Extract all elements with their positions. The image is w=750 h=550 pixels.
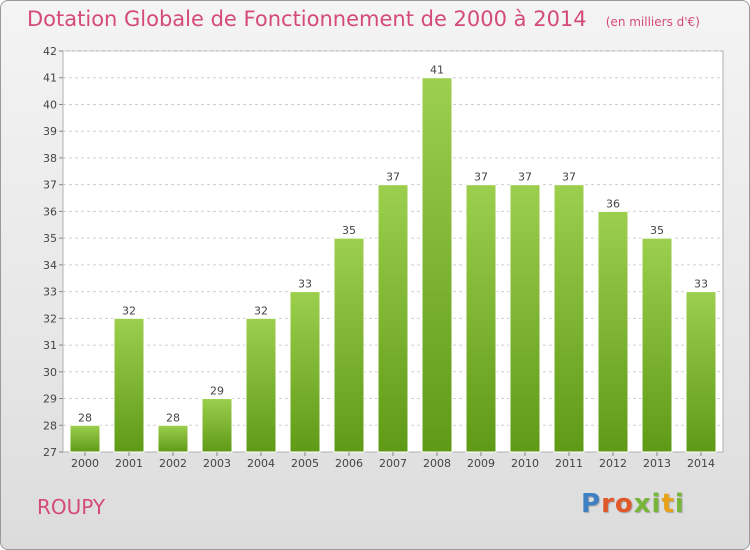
bar bbox=[465, 184, 497, 453]
logo-letter: r bbox=[601, 489, 615, 519]
value-label: 32 bbox=[122, 304, 136, 317]
y-tick-label: 33 bbox=[43, 286, 57, 299]
logo-letter: x bbox=[633, 489, 652, 519]
x-tick-label: 2000 bbox=[71, 457, 99, 470]
value-labels: 28 32 28 29 32 33 35 37 41 37 37 37 36 35 33 bbox=[78, 64, 708, 425]
y-tick-label: 42 bbox=[43, 45, 57, 58]
x-tick-label: 2007 bbox=[379, 457, 407, 470]
y-tick-label: 30 bbox=[43, 366, 57, 379]
x-tick-label: 2008 bbox=[423, 457, 451, 470]
y-tick-label: 34 bbox=[43, 259, 57, 272]
y-axis-labels: 27 28 29 30 31 32 33 34 35 36 37 38 39 40 41 42 bbox=[43, 45, 57, 459]
commune-name: ROUPY bbox=[37, 495, 106, 519]
bars bbox=[69, 77, 717, 456]
x-tick-label: 2010 bbox=[511, 457, 539, 470]
x-tick-label: 2005 bbox=[291, 457, 319, 470]
y-tick-label: 39 bbox=[43, 125, 57, 138]
value-label: 28 bbox=[166, 411, 180, 424]
value-label: 37 bbox=[474, 171, 488, 184]
logo-letter: P bbox=[581, 489, 602, 519]
x-tick-label: 2006 bbox=[335, 457, 363, 470]
logo-letter: o bbox=[614, 489, 634, 519]
bar bbox=[597, 210, 629, 453]
value-label: 28 bbox=[78, 411, 92, 424]
bar bbox=[245, 317, 277, 453]
bar bbox=[333, 237, 365, 453]
value-label: 29 bbox=[210, 385, 224, 398]
value-label: 35 bbox=[342, 224, 356, 237]
x-tick-label: 2013 bbox=[643, 457, 671, 470]
value-label: 37 bbox=[562, 171, 576, 184]
y-tick-label: 27 bbox=[43, 446, 57, 459]
bar bbox=[421, 77, 453, 453]
logo-letter: i bbox=[651, 489, 662, 519]
x-axis-labels: 2000 2001 2002 2003 2004 2005 2006 2007 2008 2009… bbox=[71, 457, 715, 470]
y-tick-label: 28 bbox=[43, 419, 57, 432]
chart-unit: (en milliers d'€) bbox=[605, 15, 700, 29]
value-label: 33 bbox=[298, 278, 312, 291]
y-tick-label: 32 bbox=[43, 312, 57, 325]
y-tick-label: 38 bbox=[43, 152, 57, 165]
value-label: 36 bbox=[606, 197, 620, 210]
y-tick-label: 31 bbox=[43, 339, 57, 352]
bar bbox=[157, 424, 189, 453]
x-tick-label: 2009 bbox=[467, 457, 495, 470]
bar bbox=[553, 184, 585, 453]
y-tick-label: 35 bbox=[43, 232, 57, 245]
bar bbox=[641, 237, 673, 453]
x-tick-label: 2012 bbox=[599, 457, 627, 470]
x-tick-label: 2002 bbox=[159, 457, 187, 470]
value-label: 37 bbox=[386, 171, 400, 184]
chart-title: Dotation Globale de Fonctionnement de 20… bbox=[27, 7, 700, 31]
value-label: 41 bbox=[430, 64, 444, 77]
y-tick-label: 37 bbox=[43, 179, 57, 192]
logo-letter: i bbox=[674, 489, 685, 519]
y-tick-label: 41 bbox=[43, 72, 57, 85]
value-label: 35 bbox=[650, 224, 664, 237]
chart-title-text: Dotation Globale de Fonctionnement de 20… bbox=[27, 7, 587, 31]
value-label: 33 bbox=[694, 278, 708, 291]
proxiti-logo: Proxiti bbox=[581, 489, 685, 519]
value-label: 32 bbox=[254, 304, 268, 317]
x-tick-label: 2004 bbox=[247, 457, 275, 470]
x-tick-label: 2003 bbox=[203, 457, 231, 470]
logo-letter: t bbox=[661, 489, 675, 519]
bar bbox=[289, 291, 321, 453]
bar bbox=[509, 184, 541, 453]
bar bbox=[69, 424, 101, 453]
bar bbox=[685, 291, 717, 453]
x-tick-label: 2011 bbox=[555, 457, 583, 470]
y-tick-label: 36 bbox=[43, 205, 57, 218]
x-tick-label: 2014 bbox=[687, 457, 715, 470]
x-tick-label: 2001 bbox=[115, 457, 143, 470]
bar bbox=[377, 184, 409, 453]
bar bbox=[113, 317, 145, 453]
y-tick-label: 40 bbox=[43, 98, 57, 111]
value-label: 37 bbox=[518, 171, 532, 184]
bar bbox=[201, 398, 233, 453]
y-tick-label: 29 bbox=[43, 393, 57, 406]
